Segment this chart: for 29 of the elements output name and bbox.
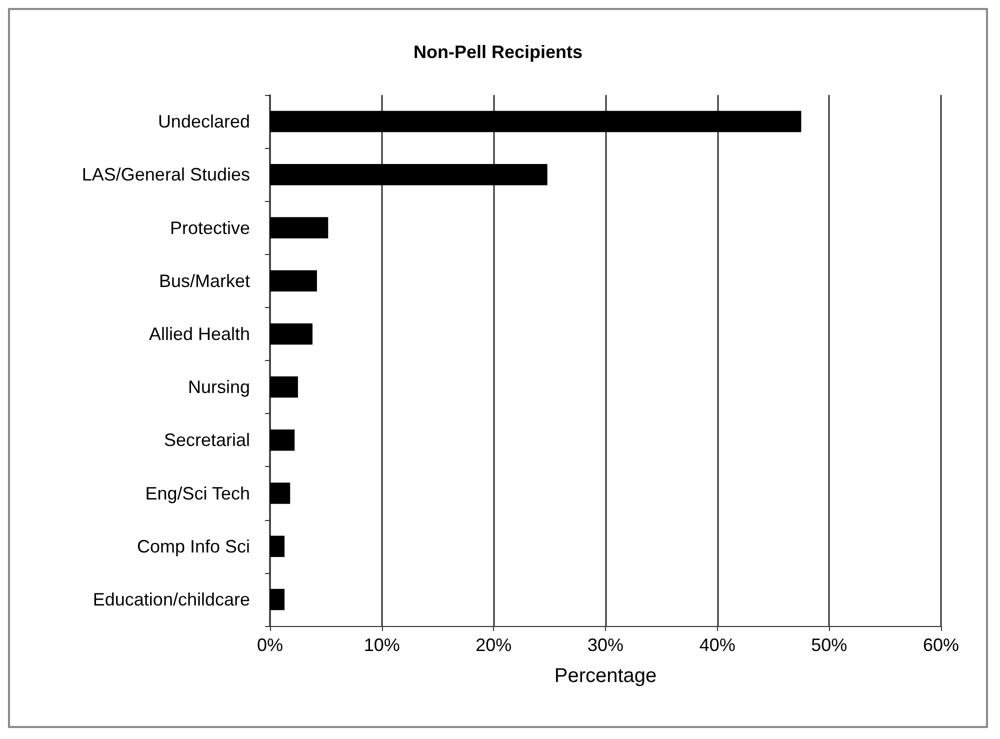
- bar: [270, 430, 295, 451]
- bar: [270, 110, 802, 132]
- x-tick-label: 60%: [922, 635, 960, 655]
- bar: [270, 217, 328, 238]
- x-axis-title: Percentage: [554, 665, 657, 687]
- bar: [270, 323, 312, 345]
- x-tick-label: 30%: [587, 635, 624, 655]
- bar: [270, 164, 548, 186]
- x-tick-label: 40%: [699, 635, 736, 655]
- y-tick-label: Secretarial: [164, 430, 250, 450]
- y-tick-label: Protective: [170, 218, 250, 238]
- bar: [270, 536, 285, 557]
- x-tick-label: 50%: [811, 635, 848, 655]
- y-tick-label: Nursing: [188, 377, 250, 398]
- bar: [270, 482, 290, 504]
- y-tick-label: Eng/Sci Tech: [145, 483, 250, 504]
- x-tick-label: 10%: [364, 635, 400, 655]
- y-tick-label: Bus/Market: [158, 270, 250, 291]
- bar: [270, 270, 317, 292]
- y-tick-label: Comp Info Sci: [136, 536, 250, 556]
- y-tick-label: LAS/General Studies: [82, 164, 250, 185]
- x-tick-label: 0%: [256, 635, 284, 655]
- bar: [270, 376, 298, 398]
- y-tick-label: Education/childcare: [92, 589, 250, 610]
- y-tick-label: Undeclared: [158, 112, 250, 132]
- bar: [270, 588, 285, 610]
- y-tick-label: Allied Health: [148, 324, 250, 344]
- x-tick-label: 20%: [476, 635, 512, 655]
- chart-title: Non-Pell Recipients: [413, 42, 583, 62]
